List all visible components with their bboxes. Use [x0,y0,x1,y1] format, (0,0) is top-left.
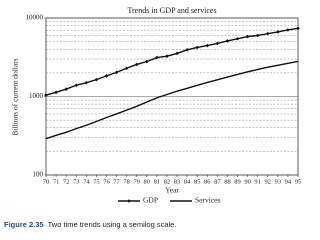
marker [205,43,210,48]
caption-text: Two time trends using a semilog scale. [48,220,177,229]
figure: Trends in GDP and services Year Billions… [4,6,302,229]
marker [124,66,129,71]
x-tick-label: 70 [43,178,50,185]
x-tick-label: 74 [83,178,90,185]
y-tick-label: 1000 [29,92,44,100]
caption: Figure 2.35 Two time trends using a semil… [4,220,176,229]
marker [245,34,250,39]
marker [64,87,68,91]
x-tick-label: 75 [93,178,100,185]
x-tick-label: 95 [295,178,302,185]
marker [185,48,189,52]
marker [276,30,280,34]
x-axis-label: Year [165,186,179,195]
x-tick-label: 87 [214,178,221,185]
x-tick-label: 71 [53,178,60,185]
x-tick-label: 86 [204,178,211,185]
marker [215,41,220,46]
x-tick-label: 93 [275,178,282,185]
marker [265,31,270,36]
marker [74,83,79,88]
x-tick-label: 76 [103,178,110,185]
series-line [45,60,299,140]
marker [225,39,230,43]
x-tick-label: 78 [123,178,130,185]
marker [165,54,169,59]
x-tick-label: 90 [244,178,251,185]
caption-label: Figure 2.35 [4,220,44,229]
x-tick-label: 77 [113,178,120,185]
marker [235,36,240,41]
x-tick-label: 80 [144,178,151,185]
x-tick-label: 91 [254,178,261,185]
legend-marker [127,199,131,203]
marker [114,70,119,75]
x-tick-label: 83 [174,178,181,185]
legend-label: Services [195,196,220,205]
marker [134,62,139,67]
x-tick-label: 85 [194,178,201,185]
y-axis-label: Billions of current dollars [11,58,20,135]
marker [155,55,159,60]
x-tick-label: 88 [224,178,231,185]
marker [255,33,260,38]
x-tick-label: 73 [73,178,80,185]
chart-title: Trends in GDP and services [127,6,216,15]
marker [44,93,48,97]
y-tick-label: 100 [33,171,44,179]
marker [286,28,290,32]
marker [195,45,199,50]
legend-label: GDP [143,196,158,205]
marker [84,80,89,85]
y-tick-label: 10000 [26,14,44,22]
marker [104,74,109,78]
marker [175,51,179,56]
x-tick-label: 94 [285,178,292,185]
x-tick-label: 81 [154,178,161,185]
x-tick-label: 79 [133,178,140,185]
series-line [45,27,299,96]
x-tick-label: 89 [234,178,241,185]
marker [296,26,300,31]
marker [94,77,99,82]
marker [54,90,58,95]
x-tick-label: 72 [63,178,70,185]
x-tick-label: 92 [265,178,272,185]
marker [145,59,149,64]
x-tick-label: 82 [164,178,171,185]
x-tick-label: 84 [184,178,191,185]
